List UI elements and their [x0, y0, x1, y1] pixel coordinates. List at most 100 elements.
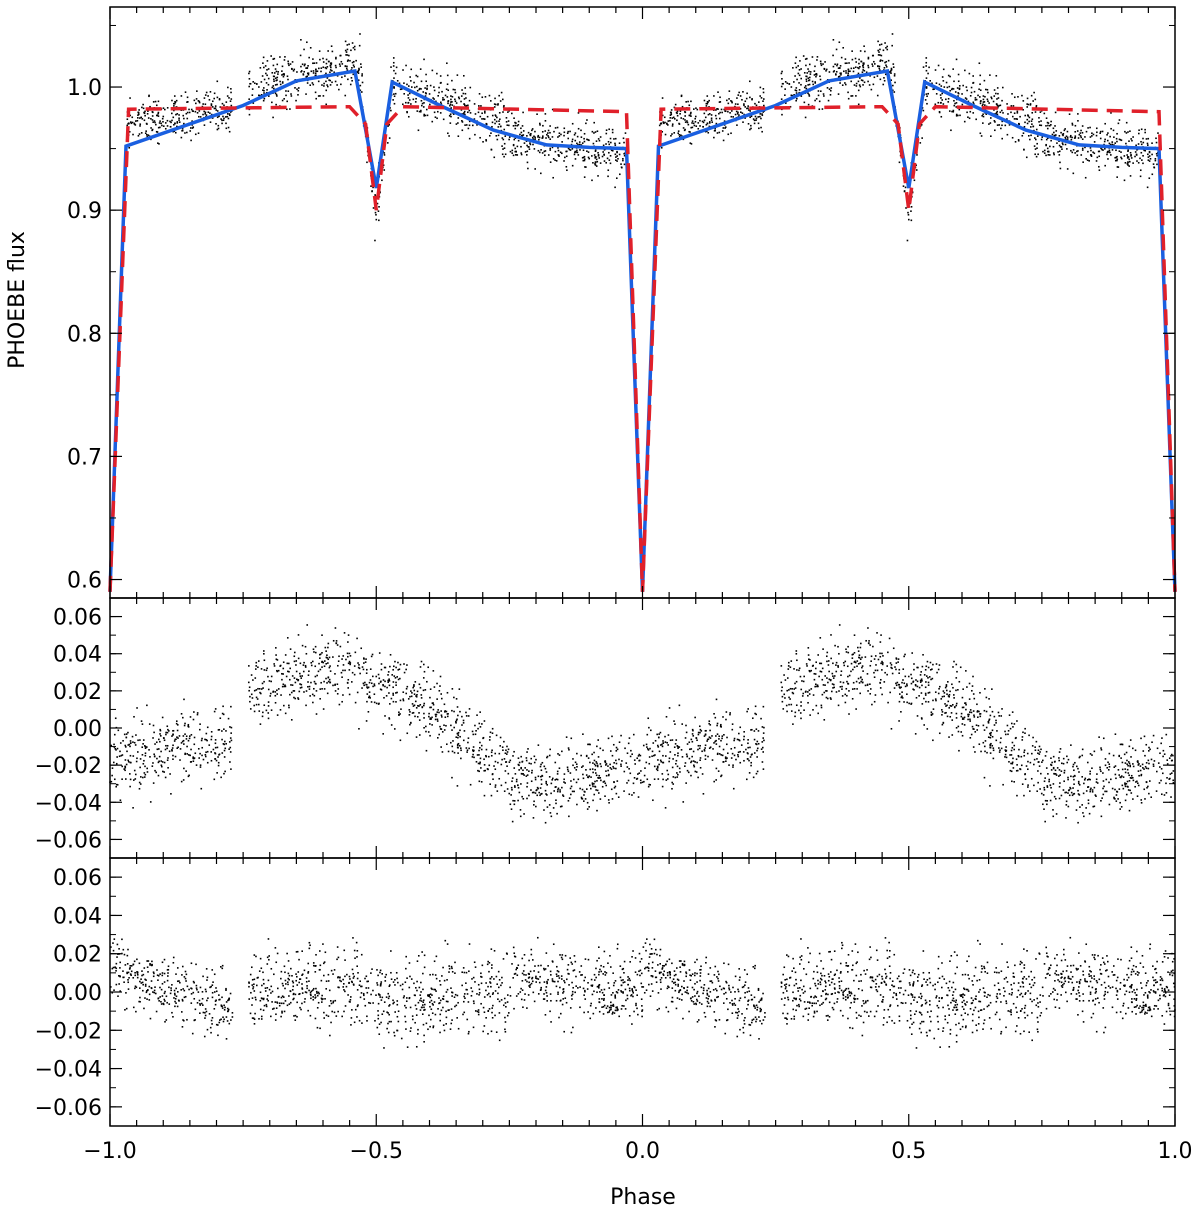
- data-point: [732, 787, 735, 790]
- data-point: [1001, 109, 1003, 112]
- data-point: [393, 665, 395, 668]
- data-point: [1065, 791, 1068, 794]
- data-point: [1004, 753, 1007, 756]
- data-point: [684, 119, 686, 121]
- data-point: [1151, 153, 1153, 156]
- data-point: [733, 739, 735, 742]
- data-point: [734, 105, 736, 108]
- data-point: [748, 759, 750, 762]
- data-point: [736, 113, 739, 115]
- data-point: [190, 139, 192, 142]
- data-point: [1140, 140, 1142, 143]
- data-point: [691, 733, 694, 735]
- data-point: [1172, 770, 1175, 772]
- data-point: [684, 111, 687, 114]
- data-point: [571, 148, 574, 150]
- data-point: [968, 117, 971, 120]
- data-point: [877, 65, 879, 67]
- data-point: [161, 124, 163, 127]
- data-point: [154, 121, 156, 124]
- data-point: [574, 139, 577, 142]
- data-point: [1127, 156, 1130, 158]
- data-point: [1027, 786, 1029, 788]
- data-point: [485, 123, 488, 125]
- data-point: [288, 704, 290, 707]
- data-point: [1015, 736, 1017, 739]
- data-point: [334, 673, 336, 675]
- data-point: [529, 143, 532, 146]
- data-point: [393, 69, 395, 72]
- data-point: [806, 57, 808, 60]
- data-point: [206, 750, 209, 753]
- data-point: [715, 122, 718, 125]
- data-point: [984, 95, 986, 98]
- data-point: [386, 142, 389, 144]
- data-point: [638, 772, 641, 774]
- data-point: [682, 801, 685, 803]
- data-point: [1132, 162, 1134, 164]
- data-point: [1066, 168, 1069, 170]
- data-point: [894, 666, 896, 668]
- data-point: [468, 120, 471, 123]
- data-point: [1100, 147, 1102, 150]
- data-point: [1058, 135, 1061, 137]
- data-point: [577, 154, 580, 156]
- data-point: [1002, 112, 1004, 114]
- data-point: [594, 768, 596, 771]
- data-point: [545, 771, 548, 773]
- data-point: [827, 664, 830, 666]
- data-point: [944, 712, 946, 714]
- data-point: [406, 664, 408, 666]
- data-point: [188, 774, 190, 777]
- data-point: [862, 69, 864, 71]
- data-point: [1030, 777, 1033, 780]
- data-point: [979, 715, 982, 718]
- data-point: [614, 137, 617, 140]
- data-point: [1078, 756, 1081, 759]
- data-point: [884, 42, 886, 44]
- data-point: [1144, 754, 1146, 757]
- data-point: [954, 102, 956, 105]
- data-point: [312, 58, 314, 60]
- data-point: [675, 111, 678, 114]
- data-point: [714, 127, 716, 130]
- data-point: [388, 678, 390, 681]
- data-point: [1037, 770, 1039, 772]
- data-point: [613, 786, 616, 789]
- data-point: [1085, 790, 1088, 792]
- data-point: [187, 723, 190, 726]
- data-point: [838, 67, 841, 69]
- data-point: [828, 71, 831, 73]
- data-point: [891, 672, 894, 675]
- data-point: [993, 715, 996, 718]
- data-point: [493, 106, 496, 108]
- data-point: [953, 706, 956, 709]
- data-point: [856, 688, 858, 690]
- data-point: [339, 65, 342, 67]
- data-point: [508, 761, 511, 763]
- data-point: [781, 686, 783, 689]
- data-point: [622, 157, 624, 160]
- data-point: [248, 70, 251, 73]
- data-point: [594, 161, 597, 164]
- data-point: [434, 718, 437, 721]
- data-point: [844, 82, 846, 84]
- data-point: [1020, 764, 1023, 767]
- data-point: [148, 94, 150, 97]
- data-point: [183, 698, 185, 701]
- data-point: [838, 75, 841, 78]
- data-point: [223, 117, 225, 120]
- data-point: [1017, 96, 1019, 98]
- data-point: [276, 79, 278, 81]
- data-point: [347, 78, 349, 81]
- data-point: [699, 119, 701, 122]
- data-point: [1024, 732, 1026, 734]
- data-point: [411, 86, 413, 88]
- data-point: [418, 712, 420, 714]
- data-point: [1131, 139, 1133, 142]
- data-point: [252, 102, 255, 104]
- data-point: [375, 675, 378, 678]
- data-point: [1129, 789, 1131, 792]
- data-point: [790, 86, 793, 88]
- data-point: [955, 113, 958, 116]
